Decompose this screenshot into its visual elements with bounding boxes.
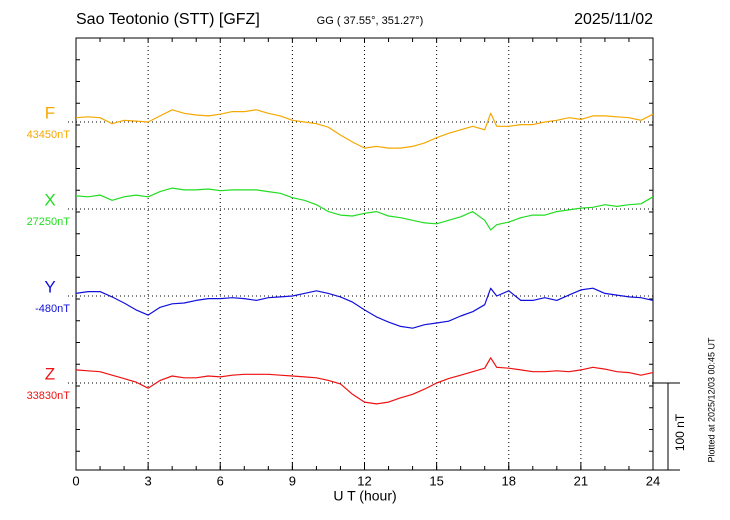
x-axis-label: U T (hour): [333, 488, 396, 504]
chart-date: 2025/11/02: [574, 11, 653, 28]
scale-bar-label: 100 nT: [673, 413, 687, 451]
series-name: Z: [45, 364, 55, 383]
series-line: [75, 357, 654, 405]
chart-subtitle: GG ( 37.55°, 351.27°): [317, 15, 424, 27]
baseline-label: 33830nT: [27, 390, 71, 402]
series-line: [75, 187, 654, 231]
series-name: Y: [44, 277, 55, 296]
x-tick-label: 6: [217, 473, 224, 488]
chart-title: Sao Teotonio (STT) [GFZ]: [76, 11, 260, 28]
series-name: F: [45, 103, 55, 122]
x-tick-label: 21: [574, 473, 588, 488]
baseline-label: 27250nT: [27, 216, 71, 228]
x-tick-label: 0: [72, 473, 79, 488]
x-tick-label: 12: [357, 473, 371, 488]
x-tick-label: 15: [429, 473, 443, 488]
series-line: [75, 287, 654, 329]
x-tick-label: 18: [502, 473, 516, 488]
baseline-label: -480nT: [35, 303, 70, 315]
baseline-label: 43450nT: [27, 129, 71, 141]
x-tick-label: 3: [145, 473, 152, 488]
series-name: X: [44, 190, 55, 209]
x-tick-label: 24: [646, 473, 660, 488]
series-line: [75, 109, 654, 149]
x-tick-label: 9: [289, 473, 296, 488]
plot-note: Plotted at 2025/12/03 00:45 UT: [706, 337, 716, 463]
